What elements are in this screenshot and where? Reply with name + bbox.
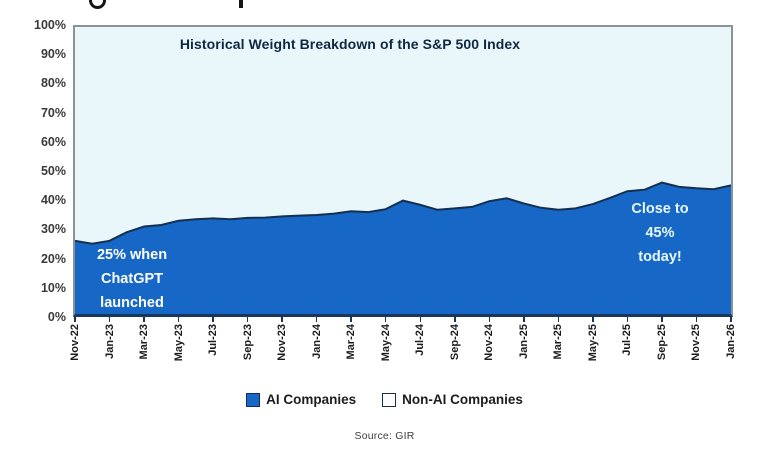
y-tick-label: 0%	[47, 310, 66, 324]
x-tick-label: May-25	[586, 324, 599, 362]
y-tick-label: 30%	[40, 222, 66, 237]
legend-label-non-ai: Non-AI Companies	[402, 392, 523, 407]
cropped-heading-descender-fragment	[89, 0, 106, 9]
x-tick-mark	[488, 317, 491, 322]
y-tick-label: 10%	[40, 280, 66, 295]
x-tick-label: Mar-25	[552, 324, 565, 360]
x-tick-mark	[350, 317, 352, 322]
y-tick-label: 60%	[40, 134, 66, 149]
x-tick-mark	[143, 317, 145, 322]
legend-label-ai: AI Companies	[266, 392, 357, 407]
x-tick-mark	[454, 317, 456, 322]
x-tick-label: Nov-24	[483, 324, 496, 361]
x-tick-label: Nov-22	[69, 324, 81, 361]
y-tick-label: 100%	[34, 18, 66, 32]
x-tick-label: Jul-23	[207, 324, 220, 356]
x-tick-label: Sep-24	[448, 324, 461, 361]
source-caption: Source: GIR	[354, 430, 415, 442]
legend: AI Companies Non-AI Companies	[0, 392, 769, 407]
x-tick-mark	[695, 317, 698, 322]
x-tick-label: Nov-23	[276, 324, 289, 361]
x-tick-mark	[730, 317, 732, 322]
x-tick-label: Jan-23	[103, 324, 116, 359]
x-tick-mark	[74, 317, 76, 322]
x-tick-label: Sep-23	[241, 324, 254, 361]
annotation-chatgpt-launch: 25% when ChatGPT launched	[96, 247, 168, 311]
x-tick-mark	[419, 317, 421, 322]
ai-area-outline	[75, 181, 731, 245]
y-tick-label: 80%	[40, 76, 66, 91]
x-tick-mark	[523, 317, 525, 322]
x-tick-mark	[661, 317, 663, 322]
ai-area-polygon	[75, 182, 731, 314]
x-tick-mark	[281, 317, 283, 322]
y-tick-label: 40%	[40, 193, 66, 208]
x-tick-mark	[592, 317, 594, 322]
x-tick-label: May-24	[379, 324, 392, 362]
x-tick-mark	[212, 317, 214, 322]
y-tick-label: 20%	[40, 251, 66, 266]
x-tick-label: Jul-24	[414, 324, 427, 356]
y-tick-label: 90%	[40, 47, 66, 62]
x-tick-label: Jan-26	[725, 324, 737, 359]
plot-area: Historical Weight Breakdown of the S&P 5…	[73, 25, 733, 317]
x-tick-mark	[557, 317, 560, 322]
x-tick-label: Sep-25	[655, 324, 668, 361]
legend-swatch-non-ai	[382, 392, 397, 407]
annotation-close-to-45: Close to 45% today!	[631, 201, 689, 265]
x-tick-mark	[315, 317, 318, 322]
y-tick-label: 50%	[40, 164, 66, 178]
chart-title: Historical Weight Breakdown of the S&P 5…	[179, 36, 521, 52]
x-tick-label: Jul-25	[621, 324, 634, 356]
x-tick-mark	[177, 317, 180, 322]
legend-item-ai: AI Companies	[246, 392, 356, 407]
x-tick-label: Mar-24	[345, 324, 358, 360]
legend-swatch-ai	[246, 392, 261, 407]
x-tick-label: Jan-24	[310, 324, 323, 359]
cropped-heading-descender-fragment	[239, 0, 243, 8]
x-tick-mark	[246, 317, 249, 322]
x-tick-label: May-23	[172, 324, 185, 362]
legend-item-non-ai: Non-AI Companies	[382, 392, 523, 407]
x-tick-mark	[384, 317, 387, 322]
x-tick-label: Mar-23	[138, 324, 151, 360]
x-tick-mark	[108, 317, 111, 322]
x-tick-mark	[626, 317, 629, 322]
y-tick-label: 70%	[40, 105, 66, 120]
x-tick-label: Nov-25	[690, 324, 703, 361]
area-chart-svg	[75, 181, 731, 314]
x-tick-label: Jan-25	[517, 324, 530, 359]
